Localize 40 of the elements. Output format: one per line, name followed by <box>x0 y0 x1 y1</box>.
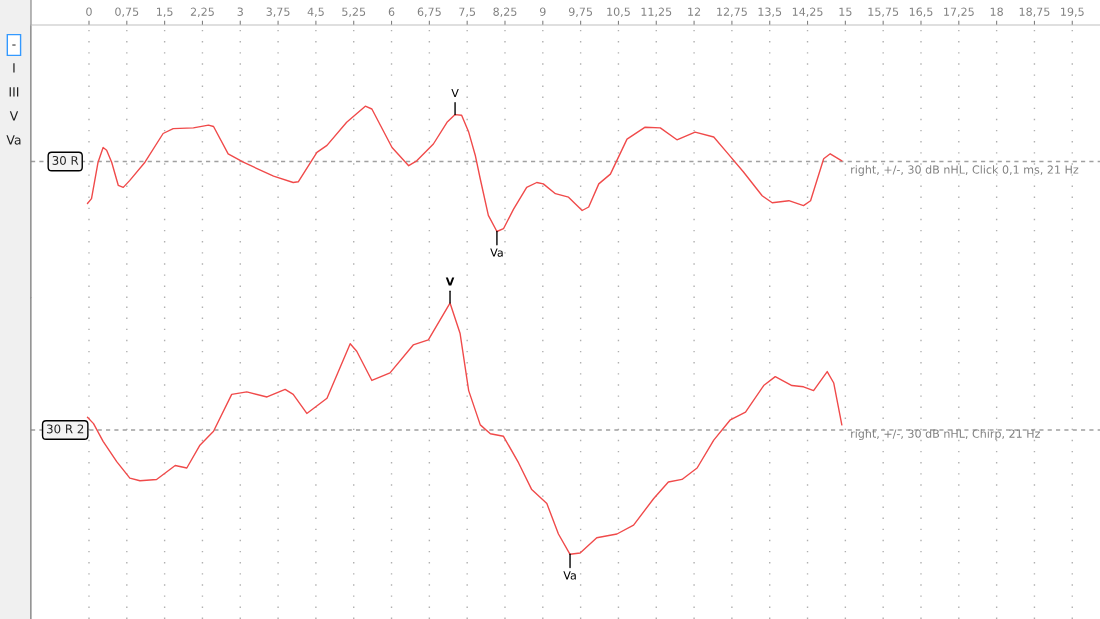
annotation: right, +/-, 30 dB nHL, Click 0,1 ms, 21 Hz <box>851 165 1079 176</box>
annotation: V <box>445 277 455 286</box>
annotation: Va <box>563 571 576 580</box>
x-tick-label: 12 <box>688 7 701 16</box>
text: Va <box>6 135 21 145</box>
text: V <box>9 111 19 121</box>
x-tick-label: 6,75 <box>417 7 441 18</box>
x-tick-label: 1,5 <box>157 7 173 18</box>
x-tick-label: 3,75 <box>266 7 290 18</box>
x-tick-label: 0 <box>86 7 92 16</box>
x-tick-label: 9,75 <box>568 7 593 18</box>
x-tick-label: 16,5 <box>909 7 933 18</box>
annotation: right, +/-, 30 dB nHL, Chirp, 21 Hz <box>851 429 1040 440</box>
x-tick-label: 6 <box>388 7 395 16</box>
x-tick-label: 5,25 <box>342 7 366 18</box>
annotation: Va <box>490 248 503 257</box>
x-tick-label: 0,75 <box>115 7 139 18</box>
x-tick-label: 4,5 <box>307 7 324 18</box>
series-label: 30 R 2 <box>46 424 84 434</box>
x-tick-label: 13,5 <box>758 7 782 18</box>
text: - <box>12 44 16 46</box>
x-tick-label: 18,75 <box>1019 7 1050 18</box>
x-tick-label: 9 <box>539 7 546 16</box>
x-tick-label: 7,5 <box>459 7 476 18</box>
x-tick-label: 17,25 <box>944 7 974 18</box>
x-tick-label: 15 <box>839 7 852 16</box>
x-tick-label: 8,25 <box>493 7 517 18</box>
x-tick-label: 12,75 <box>717 7 747 18</box>
text: I <box>13 63 15 73</box>
x-tick-label: 15,75 <box>868 7 899 18</box>
x-tick-label: 3 <box>237 7 243 16</box>
series-label: 30 R <box>52 156 79 165</box>
x-tick-label: 10,5 <box>607 7 630 18</box>
text: III <box>9 87 19 97</box>
x-tick-label: 19,5 <box>1061 7 1084 18</box>
x-tick-label: 11,25 <box>641 7 672 18</box>
x-tick-label: 14,25 <box>792 7 823 18</box>
annotation: V <box>451 88 459 98</box>
x-tick-label: 18 <box>990 7 1003 16</box>
x-tick-label: 2,25 <box>190 7 214 18</box>
